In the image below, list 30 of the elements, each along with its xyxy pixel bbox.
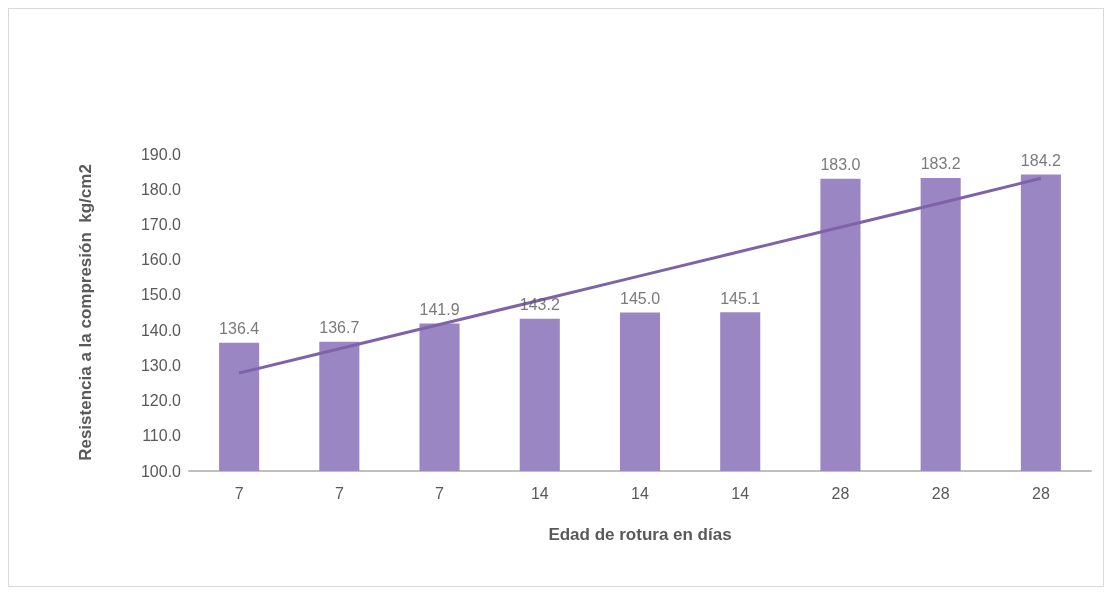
data-label: 145.1 — [720, 289, 761, 307]
data-label: 141.9 — [419, 300, 460, 318]
y-axis-title: Resistencia a la compresión kg/cm2 — [76, 164, 95, 461]
y-tick-label: 100.0 — [140, 462, 182, 480]
data-label: 143.2 — [519, 296, 560, 314]
y-tick-label: 150.0 — [140, 286, 182, 304]
data-label: 136.7 — [319, 319, 360, 337]
data-label: 136.4 — [219, 320, 260, 338]
y-tick-label: 110.0 — [142, 427, 182, 445]
x-tick-label: 28 — [1031, 484, 1050, 502]
x-tick-label: 14 — [530, 484, 549, 502]
y-tick-label: 140.0 — [140, 321, 182, 339]
y-tick-label: 130.0 — [140, 356, 182, 374]
x-tick-label: 14 — [631, 484, 649, 502]
x-axis-title: Edad de rotura en días — [548, 525, 732, 544]
y-tick-label: 160.0 — [140, 251, 182, 269]
y-tick-label: 190.0 — [140, 145, 182, 163]
x-tick-label: 28 — [931, 484, 950, 502]
y-tick-label: 170.0 — [140, 215, 182, 233]
x-tick-label: 28 — [831, 484, 850, 502]
data-label: 183.2 — [920, 155, 961, 173]
x-tick-label: 7 — [334, 484, 344, 502]
data-label: 183.0 — [820, 156, 861, 174]
data-label: 184.2 — [1020, 151, 1062, 169]
x-tick-label: 7 — [234, 484, 244, 502]
data-label: 145.0 — [619, 290, 661, 307]
x-tick-label: 7 — [435, 484, 445, 502]
y-tick-label: 120.0 — [140, 392, 182, 410]
x-tick-label: 14 — [731, 484, 750, 502]
y-tick-label: 180.0 — [140, 180, 182, 198]
